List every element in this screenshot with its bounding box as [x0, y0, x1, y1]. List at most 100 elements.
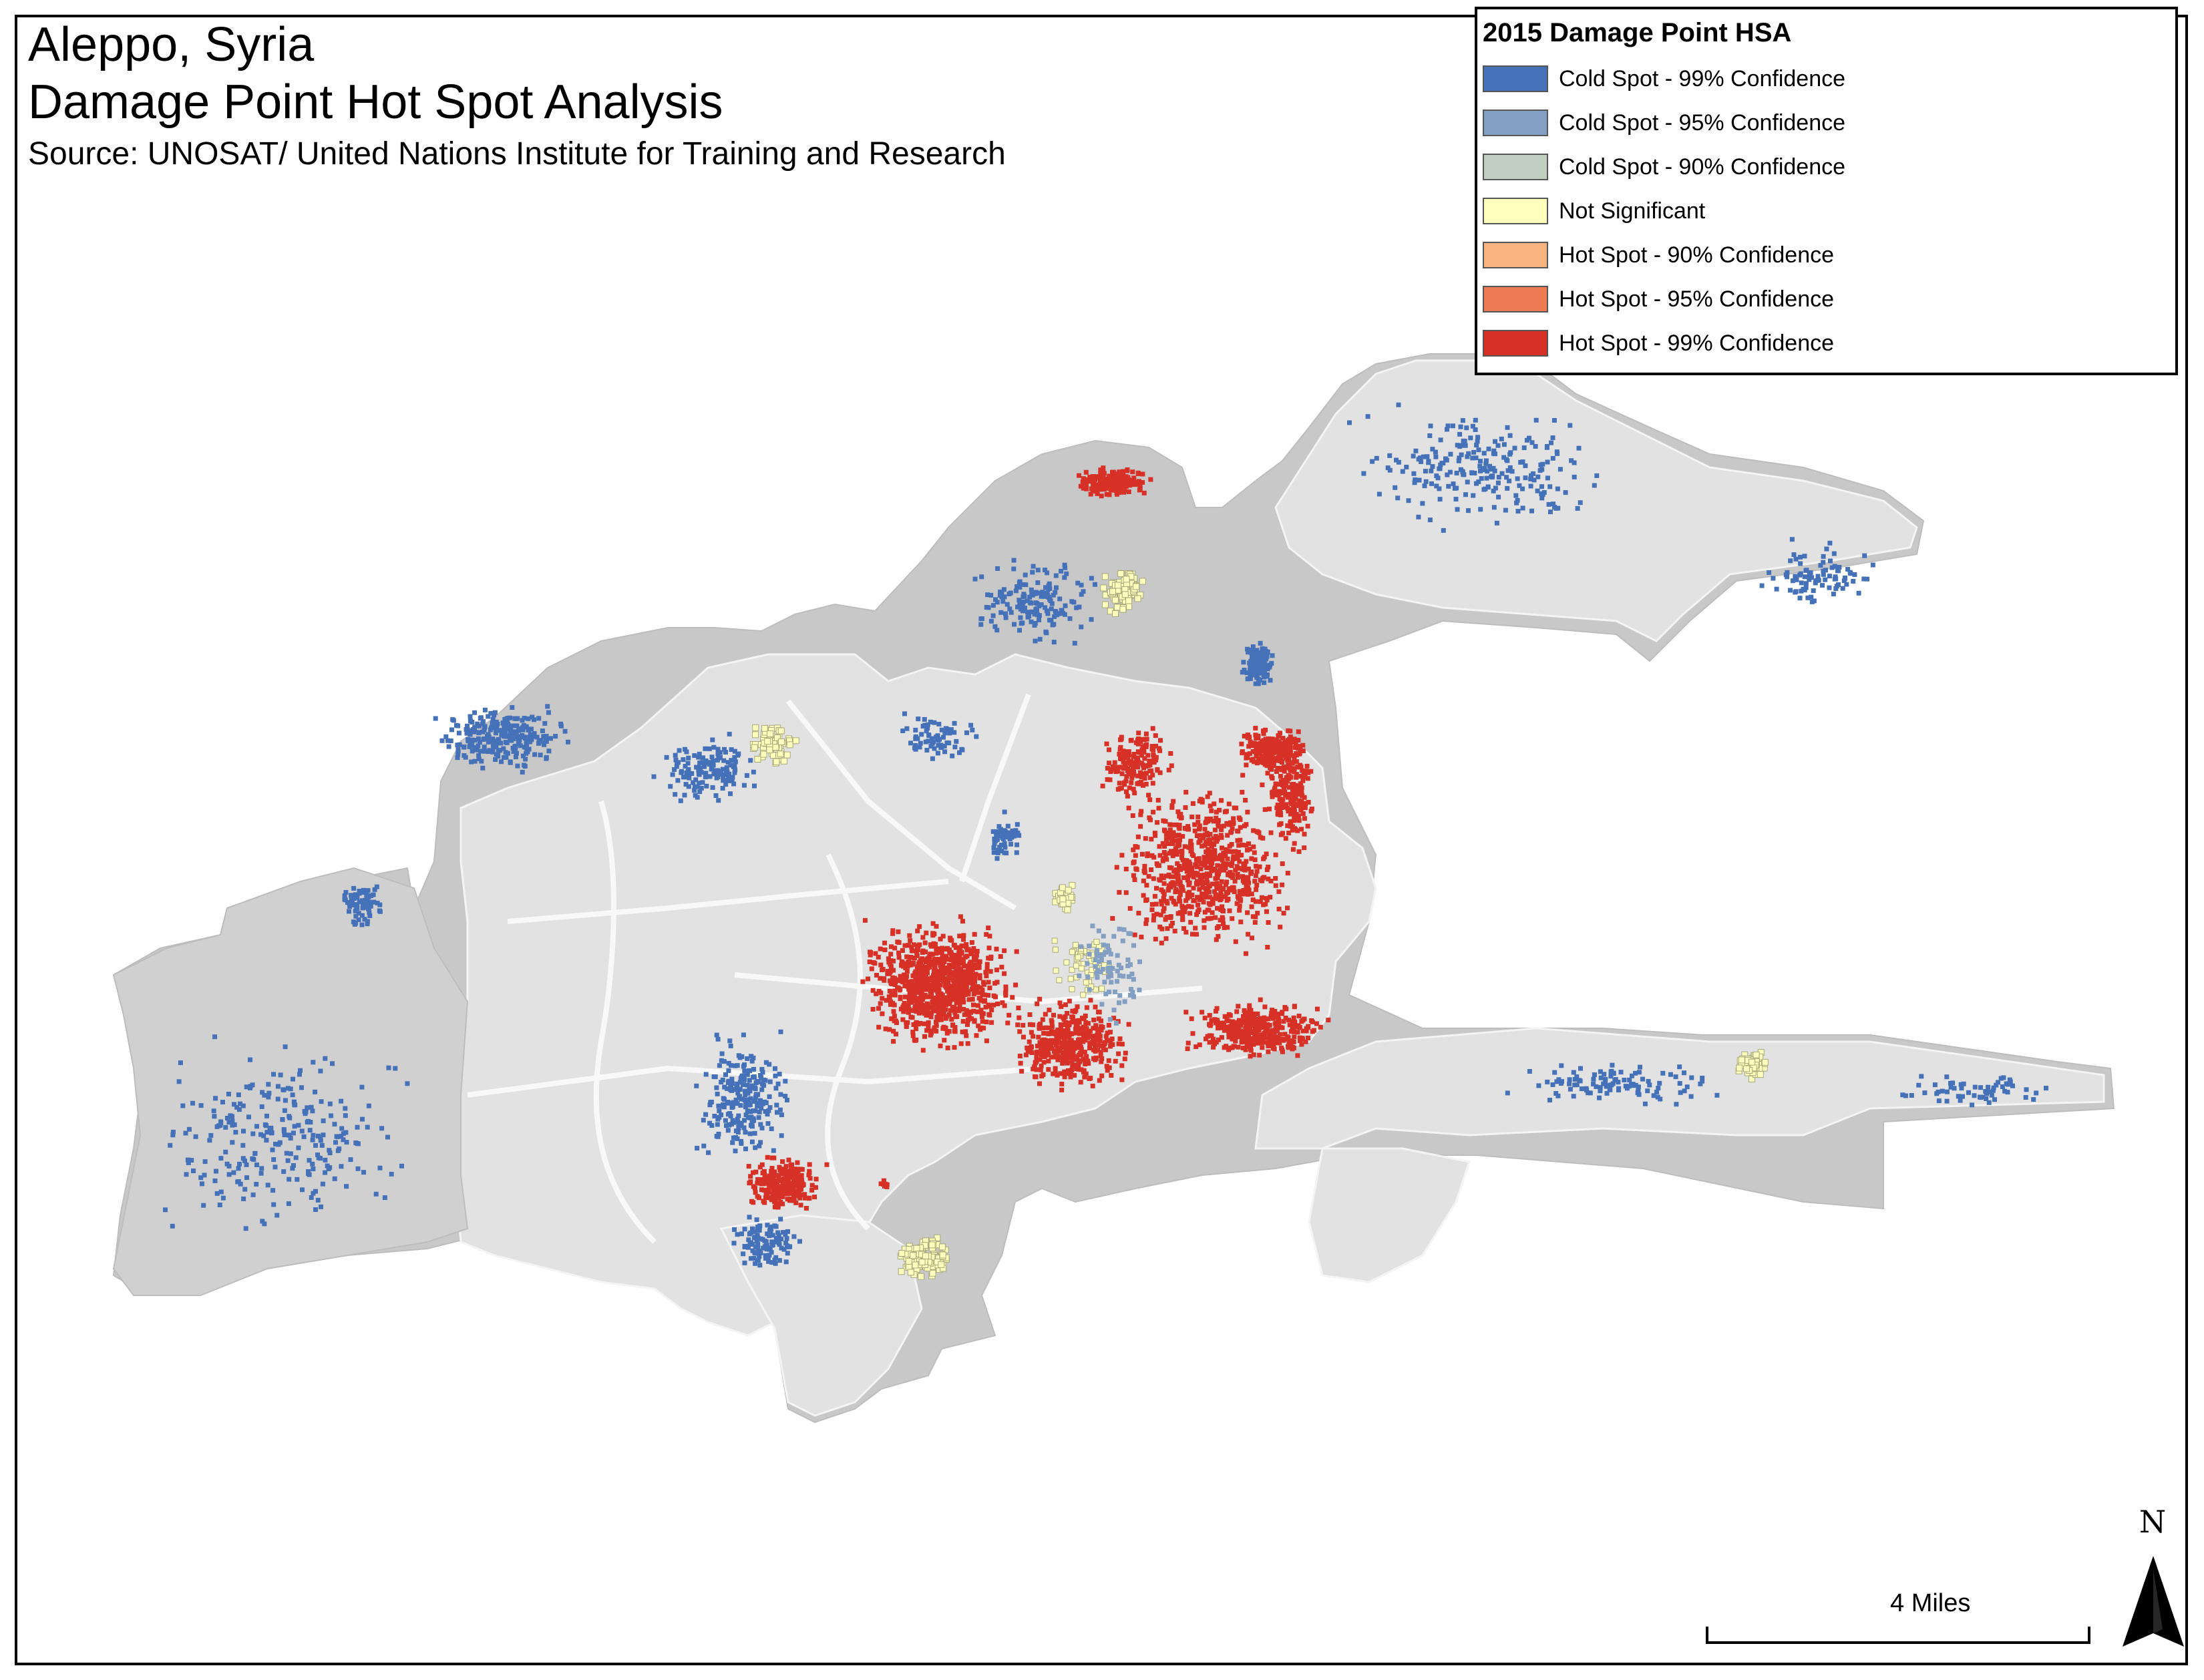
damage-point	[984, 962, 990, 967]
damage-point	[916, 961, 921, 966]
damage-point	[1132, 791, 1137, 796]
damage-point	[704, 783, 709, 789]
damage-point	[767, 1062, 772, 1067]
damage-point	[1174, 872, 1179, 877]
damage-point	[1133, 853, 1138, 858]
damage-point	[751, 1235, 757, 1241]
damage-point	[1210, 901, 1216, 906]
damage-point	[1167, 830, 1172, 835]
damage-point	[1065, 1025, 1070, 1030]
damage-point	[1172, 874, 1177, 879]
damage-point	[1078, 1031, 1083, 1036]
damage-point	[1168, 884, 1173, 889]
damage-point	[1246, 931, 1251, 937]
damage-point	[1274, 1020, 1279, 1026]
damage-point	[683, 764, 688, 769]
damage-point	[1040, 1040, 1045, 1045]
damage-point	[948, 970, 954, 975]
damage-point	[720, 786, 725, 791]
damage-point	[526, 727, 531, 732]
damage-point	[1204, 890, 1209, 895]
damage-point	[725, 1086, 730, 1091]
damage-point	[546, 710, 551, 715]
damage-point	[935, 992, 940, 998]
damage-point	[727, 771, 731, 777]
damage-point	[922, 1034, 927, 1039]
damage-point	[1195, 859, 1200, 864]
damage-point	[904, 974, 910, 979]
damage-point	[902, 984, 908, 989]
damage-point	[767, 1253, 772, 1258]
damage-point	[1083, 1024, 1088, 1030]
damage-point	[977, 976, 982, 981]
damage-point	[1220, 857, 1225, 863]
damage-point	[190, 1100, 195, 1106]
damage-point	[1111, 479, 1116, 484]
damage-point	[1047, 1031, 1053, 1036]
damage-point	[1284, 804, 1289, 809]
damage-point	[1318, 1024, 1323, 1030]
damage-point	[359, 898, 365, 903]
damage-point	[755, 1181, 760, 1186]
damage-point	[1063, 1051, 1068, 1056]
damage-point	[1300, 811, 1306, 816]
damage-point	[880, 1011, 885, 1016]
damage-point	[1244, 859, 1249, 864]
damage-point	[1208, 831, 1213, 837]
damage-point	[776, 1195, 781, 1201]
damage-point	[1149, 867, 1153, 872]
damage-point	[1173, 838, 1179, 843]
damage-point	[1179, 903, 1185, 909]
damage-point	[170, 1129, 176, 1134]
damage-point	[1292, 1004, 1297, 1009]
damage-point	[548, 736, 553, 741]
damage-point	[288, 1136, 293, 1141]
damage-point	[534, 734, 540, 740]
damage-point	[757, 1263, 763, 1268]
damage-point	[1203, 895, 1208, 899]
damage-point	[1252, 741, 1257, 746]
damage-point	[1062, 1069, 1067, 1074]
damage-point	[707, 1102, 713, 1108]
damage-point	[1163, 936, 1169, 941]
damage-point	[960, 984, 966, 989]
damage-point	[365, 1124, 370, 1130]
damage-point	[1037, 1057, 1043, 1062]
damage-point	[980, 992, 985, 997]
damage-point	[1073, 1008, 1079, 1013]
damage-point	[1055, 1057, 1061, 1062]
damage-point	[1037, 996, 1043, 1002]
damage-point	[765, 1223, 770, 1228]
damage-point	[715, 1122, 720, 1127]
damage-point	[737, 1094, 742, 1099]
damage-point	[1135, 470, 1141, 475]
damage-point	[883, 1026, 888, 1032]
damage-point	[1237, 903, 1242, 909]
damage-point	[971, 973, 976, 978]
damage-point	[763, 1175, 769, 1180]
damage-point	[769, 1166, 775, 1171]
damage-point	[200, 1181, 204, 1187]
damage-point	[313, 1089, 318, 1094]
damage-point	[259, 1166, 264, 1171]
damage-point	[913, 969, 918, 974]
damage-point	[960, 1019, 966, 1024]
damage-point	[1029, 1050, 1035, 1055]
damage-point	[767, 1094, 772, 1099]
damage-point	[1247, 1003, 1252, 1008]
damage-point	[772, 744, 779, 751]
damage-point	[480, 719, 486, 724]
damage-point	[1040, 1047, 1045, 1052]
damage-point	[1247, 751, 1252, 757]
damage-point	[779, 1133, 784, 1138]
damage-point	[1264, 851, 1269, 857]
damage-point	[1058, 1022, 1063, 1028]
damage-point	[895, 939, 900, 945]
damage-point	[1287, 1022, 1292, 1028]
damage-point	[1163, 917, 1168, 922]
damage-point	[1137, 483, 1143, 488]
damage-point	[922, 940, 928, 946]
damage-point	[762, 1099, 767, 1104]
damage-point	[795, 1180, 800, 1185]
